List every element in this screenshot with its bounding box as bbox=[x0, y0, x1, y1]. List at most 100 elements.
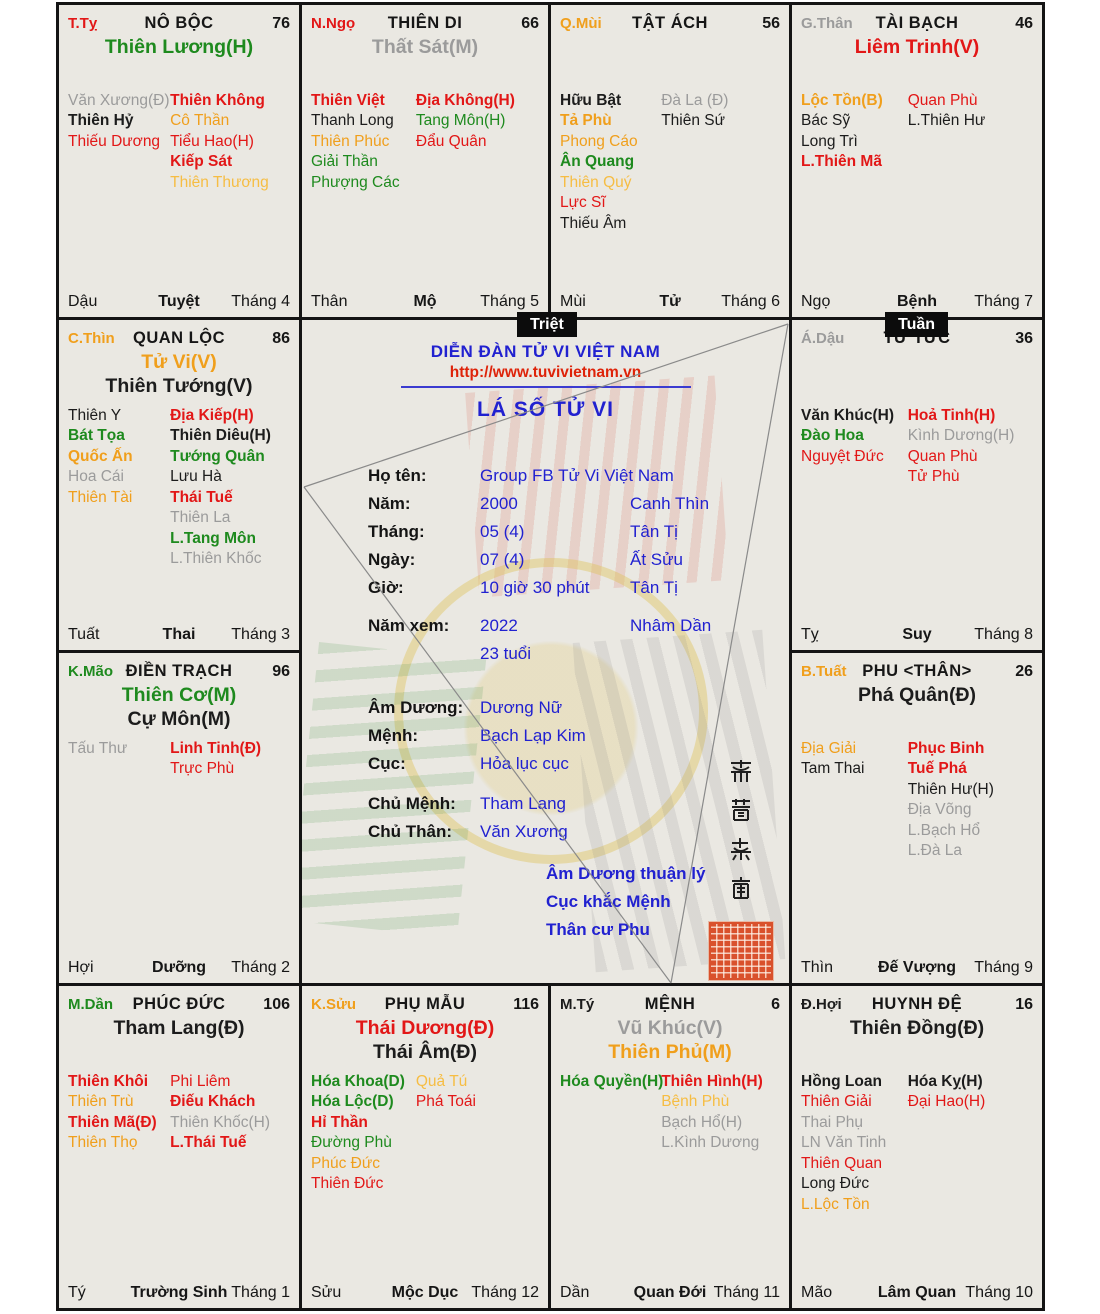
palace-branch: Dần bbox=[560, 1284, 590, 1301]
main-star: Thiên Phủ(M) bbox=[608, 1041, 732, 1064]
star: Hóa Kỵ(H) bbox=[907, 1073, 983, 1090]
star: Trực Phù bbox=[170, 760, 235, 778]
main-star: Cự Môn(M) bbox=[127, 708, 231, 731]
palace-branch: Tỵ bbox=[801, 626, 819, 643]
main-star: Thái Dương(Đ) bbox=[355, 1017, 495, 1039]
star: Văn Xương(Đ) bbox=[68, 92, 170, 109]
minor-stars-right: Linh Tinh(Đ) Trực Phù bbox=[170, 739, 290, 780]
info-row-amduong: Âm Dương: Dương Nữ bbox=[368, 694, 789, 722]
life-stage: Suy bbox=[902, 626, 932, 643]
palace-number: 96 bbox=[272, 663, 290, 680]
star: L.Thiên Mã bbox=[801, 153, 882, 171]
minor-stars-right: Quả Tú Phá Toái bbox=[416, 1072, 539, 1195]
palace-corner-canchi: K.Sửu bbox=[311, 996, 357, 1013]
star: Địa Không(H) bbox=[415, 92, 515, 109]
life-stage: Dưỡng bbox=[151, 959, 207, 976]
palace-number: 6 bbox=[771, 996, 780, 1013]
palace-month: Tháng 10 bbox=[965, 1284, 1033, 1301]
life-stage: Tuyệt bbox=[158, 293, 200, 310]
life-stage: Đế Vượng bbox=[877, 959, 957, 976]
palace-header: K.Mão ĐIỀN TRẠCH 96 bbox=[68, 662, 290, 681]
star: Quan Phù bbox=[907, 447, 978, 465]
info-row-view-year: Năm xem: 2022 Nhâm Dần bbox=[368, 612, 789, 640]
palace-header: B.Tuất PHU <THÂN> 26 bbox=[801, 662, 1033, 681]
star: Hóa Lộc(D) bbox=[311, 1093, 394, 1111]
palace-branch: Sửu bbox=[311, 1284, 342, 1301]
palace-branch: Thân bbox=[311, 293, 348, 310]
palace-header: Q.Mùi TẬT ÁCH 56 bbox=[560, 14, 780, 33]
palace-number: 106 bbox=[263, 996, 290, 1013]
star: Thiên Y bbox=[68, 407, 122, 424]
star: Thiên Việt bbox=[311, 92, 385, 109]
star: Tướng Quân bbox=[170, 447, 265, 465]
palace-quan-loc: C.Thìn QUAN LỘC 86 Tử Vi(V) Thiên Tướng(V) Th… bbox=[59, 320, 299, 650]
palace-branch: Dậu bbox=[68, 293, 98, 310]
star: Tuế Phá bbox=[907, 760, 967, 778]
minor-stars-left: Hóa Khoa(D) Hóa Lộc(D) Hỉ Thần Đường Phù Phú… bbox=[311, 1072, 416, 1195]
info-value: 2022 bbox=[480, 616, 518, 635]
star: Đại Hao(H) bbox=[907, 1093, 986, 1111]
palace-month: Tháng 4 bbox=[231, 293, 290, 310]
palace-number: 46 bbox=[1015, 15, 1033, 32]
center-header: DIỄN ĐÀN TỬ VI VIỆT NAM http://www.tuviv… bbox=[302, 342, 789, 422]
life-stage: Lâm Quan bbox=[877, 1284, 957, 1301]
info-value: Dương Nữ bbox=[480, 698, 563, 717]
center-info-panel: DIỄN ĐÀN TỬ VI VIỆT NAM http://www.tuviv… bbox=[302, 320, 789, 983]
info-label: Cục: bbox=[368, 754, 406, 773]
palace-name: PHỤ MẪU bbox=[384, 995, 466, 1013]
minor-stars-left: Thiên Việt Thanh Long Thiên Phúc Giải Thần P… bbox=[311, 91, 416, 193]
main-star: Liêm Trinh(V) bbox=[854, 36, 980, 58]
star: Thiên Giải bbox=[801, 1093, 872, 1111]
main-stars: Tham Lang(Đ) bbox=[68, 1016, 290, 1072]
palace-no-boc: T.Tỵ NÔ BỘC 76 Thiên Lương(H) Văn Xương(Đ) Th… bbox=[59, 5, 299, 317]
main-stars: Thiên Cơ(M) Cự Môn(M) bbox=[68, 683, 290, 739]
palace-month: Tháng 2 bbox=[231, 959, 290, 976]
palace-name: QUAN LỘC bbox=[133, 329, 225, 347]
chart-title: LÁ SỐ TỬ VI bbox=[477, 398, 614, 421]
star: Thanh Long bbox=[311, 112, 394, 130]
palace-footer: Mão Lâm Quan Tháng 10 bbox=[801, 1284, 1033, 1304]
minor-stars-left: Tấu Thư bbox=[68, 739, 170, 780]
palace-name: MỆNH bbox=[644, 995, 696, 1013]
main-star: Tử Vi(V) bbox=[141, 351, 217, 373]
star: Bát Tọa bbox=[68, 427, 125, 445]
palace-corner-canchi: Đ.Hợi bbox=[801, 996, 842, 1013]
palace-corner-canchi: N.Ngọ bbox=[311, 15, 356, 32]
main-stars bbox=[560, 35, 780, 91]
palace-branch: Ngọ bbox=[801, 293, 831, 310]
palace-branch: Tý bbox=[68, 1284, 86, 1301]
star: Thiên Quý bbox=[560, 173, 632, 191]
star: Thiên Đức bbox=[311, 1175, 384, 1193]
star: Thiên Không bbox=[170, 92, 265, 109]
palace-footer: Sửu Mộc Dục Tháng 12 bbox=[311, 1284, 539, 1304]
star: Thiên Tài bbox=[68, 488, 133, 506]
palace-corner-canchi: T.Tỵ bbox=[68, 15, 98, 32]
main-star: Tham Lang(Đ) bbox=[113, 1017, 245, 1039]
palace-corner-canchi: Q.Mùi bbox=[560, 15, 602, 32]
info-canchi: Tân Tị bbox=[630, 578, 678, 597]
palace-menh: M.Tý MỆNH 6 Vũ Khúc(V) Thiên Phủ(M) Hóa Quyền… bbox=[551, 986, 789, 1308]
info-value: Group FB Tử Vi Việt Nam bbox=[480, 466, 674, 485]
info-row-year: Năm: 2000 Canh Thìn bbox=[368, 490, 789, 518]
star: Thiên Sứ bbox=[661, 112, 725, 130]
star: Long Trì bbox=[801, 132, 858, 150]
minor-stars: Văn Khúc(H) Đào Hoa Nguyệt Đức Hoả Tinh(H) K… bbox=[801, 406, 1033, 488]
info-label: Năm: bbox=[368, 494, 411, 513]
minor-stars-right: Địa Không(H) Tang Môn(H) Đẩu Quân bbox=[416, 91, 539, 193]
info-canchi: Canh Thìn bbox=[630, 494, 710, 513]
palace-month: Tháng 1 bbox=[231, 1284, 290, 1301]
star: Đào Hoa bbox=[801, 427, 864, 445]
star: Hồng Loan bbox=[801, 1073, 882, 1090]
star: Lộc Tồn(B) bbox=[801, 92, 883, 109]
star: Cô Thần bbox=[170, 112, 230, 130]
palace-month: Tháng 7 bbox=[974, 293, 1033, 310]
palace-header: N.Ngọ THIÊN DI 66 bbox=[311, 14, 539, 33]
main-star: Thiên Lương(H) bbox=[104, 36, 254, 58]
palace-corner-canchi: Á.Dậu bbox=[801, 330, 845, 347]
palace-name: TẬT ÁCH bbox=[632, 14, 708, 32]
info-label: Giờ: bbox=[368, 578, 404, 597]
info-value: 2000 bbox=[480, 494, 518, 513]
main-star: Thái Âm(Đ) bbox=[373, 1041, 477, 1064]
palace-footer: Mùi Tử Tháng 6 bbox=[560, 293, 780, 313]
